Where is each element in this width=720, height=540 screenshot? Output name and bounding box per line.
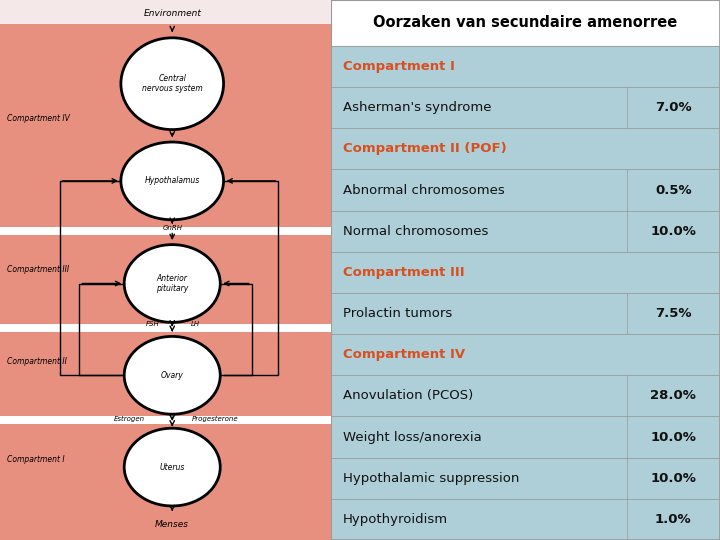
Text: Central
nervous system: Central nervous system xyxy=(142,74,202,93)
Text: 0.5%: 0.5% xyxy=(655,184,692,197)
Text: Compartment III: Compartment III xyxy=(6,266,68,274)
Text: Compartment II: Compartment II xyxy=(6,357,66,366)
Text: Normal chromosomes: Normal chromosomes xyxy=(343,225,488,238)
Bar xyxy=(331,416,720,457)
Bar xyxy=(0,324,331,332)
Text: Compartment IV: Compartment IV xyxy=(343,348,465,361)
Text: Menses: Menses xyxy=(156,521,189,529)
Ellipse shape xyxy=(124,336,220,414)
Text: Hypothalamus: Hypothalamus xyxy=(145,177,200,185)
Text: Uterus: Uterus xyxy=(160,463,185,471)
Text: 7.5%: 7.5% xyxy=(655,307,692,320)
Text: Compartment III: Compartment III xyxy=(343,266,464,279)
Ellipse shape xyxy=(124,428,220,506)
Text: Compartment IV: Compartment IV xyxy=(6,114,70,123)
Text: Estrogen: Estrogen xyxy=(114,415,145,422)
Text: Prolactin tumors: Prolactin tumors xyxy=(343,307,452,320)
Ellipse shape xyxy=(121,142,223,220)
Bar xyxy=(331,457,720,499)
Text: Anovulation (PCOS): Anovulation (PCOS) xyxy=(343,389,473,402)
Text: Compartment II (POF): Compartment II (POF) xyxy=(343,143,507,156)
Bar xyxy=(331,375,720,416)
Text: 1.0%: 1.0% xyxy=(655,513,692,526)
Text: Hypothalamic suppression: Hypothalamic suppression xyxy=(343,472,519,485)
Text: Ovary: Ovary xyxy=(161,371,184,380)
Text: Environment: Environment xyxy=(143,9,201,18)
Text: 28.0%: 28.0% xyxy=(650,389,696,402)
Bar xyxy=(331,128,720,170)
Text: Hypothyroidism: Hypothyroidism xyxy=(343,513,448,526)
Text: Compartment I: Compartment I xyxy=(343,60,455,73)
Text: FSH: FSH xyxy=(145,321,159,327)
Text: 7.0%: 7.0% xyxy=(655,101,692,114)
Bar xyxy=(331,46,720,87)
Bar xyxy=(0,416,331,424)
Bar xyxy=(331,87,720,128)
Text: Anterior
pituitary: Anterior pituitary xyxy=(156,274,189,293)
Text: 10.0%: 10.0% xyxy=(650,225,696,238)
Ellipse shape xyxy=(124,245,220,322)
Text: GnRH: GnRH xyxy=(162,225,182,231)
Bar xyxy=(331,0,720,46)
Text: LH: LH xyxy=(191,321,200,327)
Bar xyxy=(0,0,331,24)
Text: 10.0%: 10.0% xyxy=(650,472,696,485)
Ellipse shape xyxy=(121,38,223,130)
Bar xyxy=(331,252,720,293)
Bar xyxy=(331,211,720,252)
Text: Weight loss/anorexia: Weight loss/anorexia xyxy=(343,430,482,443)
Bar xyxy=(331,334,720,375)
Text: Compartment I: Compartment I xyxy=(6,455,64,463)
Bar xyxy=(0,227,331,235)
Text: 10.0%: 10.0% xyxy=(650,430,696,443)
Text: Asherman's syndrome: Asherman's syndrome xyxy=(343,101,491,114)
Bar xyxy=(331,499,720,540)
Bar xyxy=(331,293,720,334)
Text: Oorzaken van secundaire amenorree: Oorzaken van secundaire amenorree xyxy=(374,16,678,30)
Text: Progesterone: Progesterone xyxy=(192,415,238,422)
Text: Abnormal chromosomes: Abnormal chromosomes xyxy=(343,184,505,197)
Bar xyxy=(331,170,720,211)
